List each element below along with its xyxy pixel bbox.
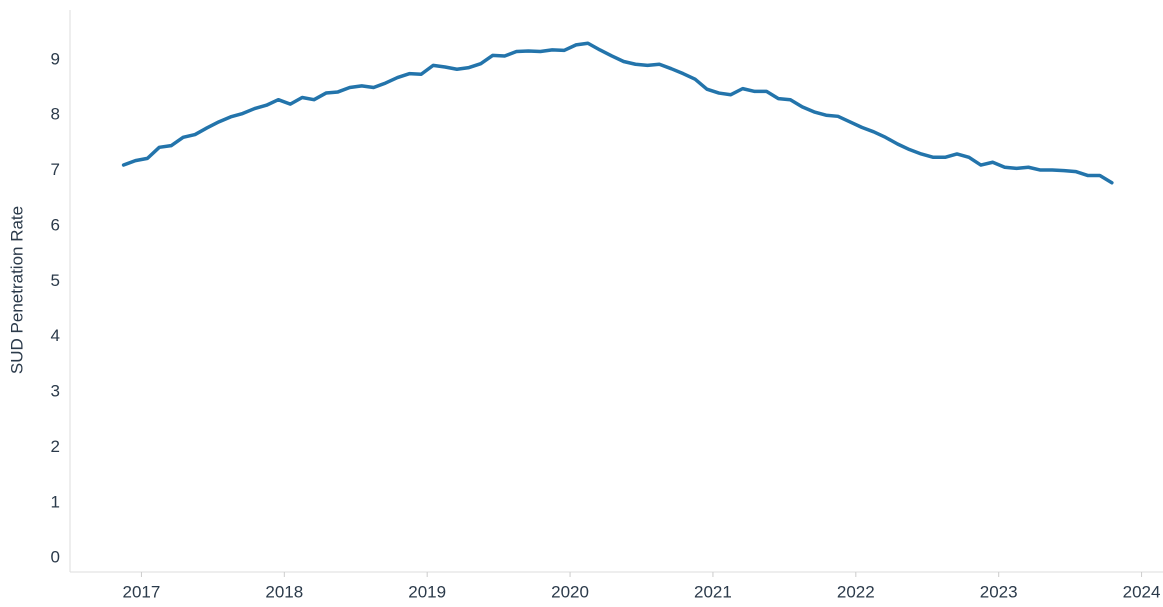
x-tick-label: 2018 [265, 582, 303, 601]
x-tick-label: 2019 [408, 582, 446, 601]
x-tick-label: 2020 [551, 582, 589, 601]
y-tick-label: 3 [51, 382, 60, 401]
x-tick-label: 2017 [123, 582, 161, 601]
x-tick-label: 2021 [694, 582, 732, 601]
y-tick-label: 2 [51, 437, 60, 456]
y-tick-label: 6 [51, 215, 60, 234]
x-tick-label: 2024 [1123, 582, 1161, 601]
y-tick-label: 7 [51, 160, 60, 179]
y-tick-label: 1 [51, 492, 60, 511]
y-tick-label: 4 [51, 326, 60, 345]
line-series [121, 41, 1114, 185]
y-tick-label: 8 [51, 105, 60, 124]
y-tick-label: 9 [51, 49, 60, 68]
y-axis-label: SUD Penetration Rate [7, 206, 26, 374]
y-tick-label: 5 [51, 271, 60, 290]
x-tick-label: 2023 [980, 582, 1018, 601]
y-tick-label: 0 [51, 548, 60, 567]
x-tick-label: 2022 [837, 582, 875, 601]
